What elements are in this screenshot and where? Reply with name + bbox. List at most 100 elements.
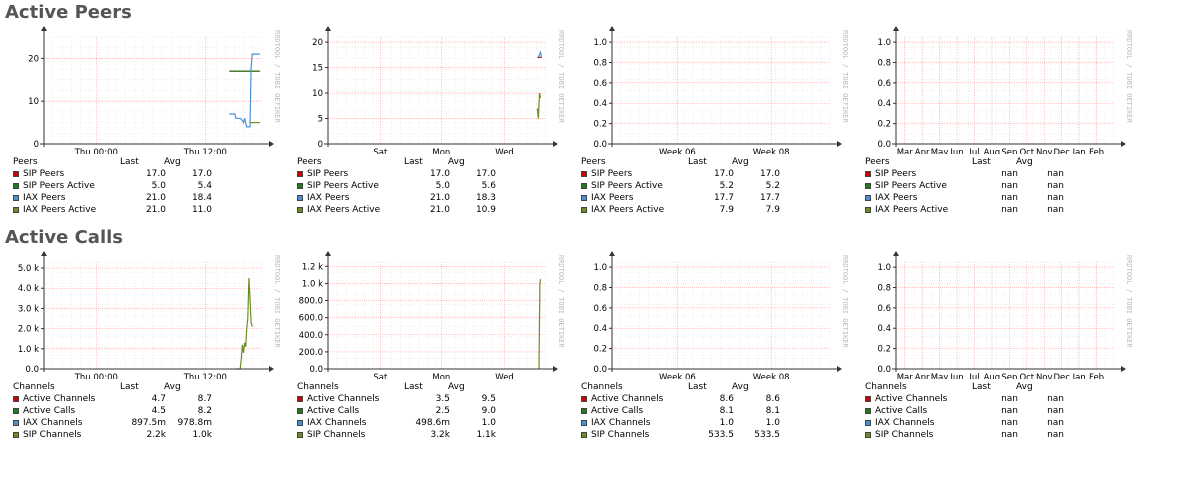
- legend-swatch: [865, 207, 871, 213]
- x-tick-label: Wed: [495, 148, 514, 154]
- x-axis-arrow: [553, 366, 558, 372]
- legend-last-value: 4.5: [151, 406, 166, 416]
- legend-swatch: [581, 420, 587, 426]
- legend-last-value: 17.7: [713, 193, 734, 203]
- legend-avg-value: 7.9: [765, 205, 780, 215]
- x-tick-label: Sep: [1001, 373, 1017, 379]
- legend-swatch: [865, 396, 871, 402]
- legend-last-value: 498.6m: [415, 418, 450, 428]
- x-tick-label: Mon: [432, 373, 450, 379]
- legend-series-name: IAX Channels: [591, 418, 651, 428]
- legend-swatch: [13, 183, 19, 189]
- legend-last-value: 897.5m: [131, 418, 166, 428]
- legend-series-name: SIP Peers Active: [23, 181, 95, 191]
- legend-item: Active Channels 8.6 8.6: [580, 393, 840, 405]
- y-tick-label: 0.8: [593, 283, 607, 293]
- legend-header-name: Peers: [865, 157, 890, 167]
- legend-series-name: SIP Peers Active: [307, 181, 379, 191]
- legend-item: IAX Channels 1.0 1.0: [580, 417, 840, 429]
- y-tick-label: 0.4: [593, 324, 607, 334]
- legend-series-name: SIP Peers Active: [875, 181, 947, 191]
- y-tick-label: 0.0: [877, 140, 891, 150]
- y-axis-arrow: [609, 26, 615, 31]
- legend-last-value: 8.6: [719, 394, 734, 404]
- x-tick-label: Dec: [1053, 373, 1070, 379]
- legend-header-avg: Avg: [164, 382, 181, 392]
- graph-panel: 0.0 0.2 0.4 0.6 0.8 1.0 Week 06 Week 08 RRDTOOL …: [568, 24, 852, 244]
- legend-item: Active Channels 4.7 8.7: [12, 393, 272, 405]
- x-tick-label: Jul: [968, 373, 979, 379]
- legend-swatch: [581, 207, 587, 213]
- rrd-graph: 0.0 200.0 400.0 600.0 800.0 1.0 k 1.2 k Sat Mon W…: [299, 251, 565, 379]
- legend-series-name: Active Channels: [307, 394, 380, 404]
- legend-swatch: [581, 171, 587, 177]
- legend-header-avg: Avg: [1016, 382, 1033, 392]
- legend-last-value: 4.7: [151, 394, 166, 404]
- legend-series-name: IAX Channels: [307, 418, 367, 428]
- x-tick-label: Jan: [1072, 373, 1086, 379]
- legend-avg-value: 5.2: [765, 181, 780, 191]
- x-tick-label: Feb: [1089, 148, 1104, 154]
- legend-item: SIP Channels 3.2k 1.1k: [296, 429, 556, 441]
- legend-series-name: Active Channels: [23, 394, 96, 404]
- legend-swatch: [865, 432, 871, 438]
- x-tick-label: Dec: [1053, 148, 1070, 154]
- y-tick-label: 1.0 k: [302, 279, 323, 289]
- legend-swatch: [865, 183, 871, 189]
- legend-avg-value: 8.6: [765, 394, 780, 404]
- legend-header-name: Peers: [13, 157, 38, 167]
- legend-avg-value: 8.1: [765, 406, 780, 416]
- legend-avg-value: nan: [1047, 193, 1064, 203]
- legend-swatch: [297, 183, 303, 189]
- legend-header: Peers Last Avg: [580, 156, 840, 168]
- legend-series-name: IAX Peers Active: [875, 205, 949, 215]
- x-tick-label: Mon: [432, 148, 450, 154]
- legend-avg-value: 17.0: [191, 169, 212, 179]
- legend-swatch: [297, 171, 303, 177]
- rrdtool-watermark: RRDTOOL / TOBI OETIKER: [273, 255, 281, 349]
- y-tick-label: 0.2: [593, 345, 607, 355]
- legend-last-value: 5.2: [719, 181, 734, 191]
- graph-legend: Channels Last Avg Active Channels 4.7 8.7 Acti…: [12, 381, 272, 441]
- y-tick-label: 0.2: [593, 120, 607, 130]
- y-tick-label: 0.2: [877, 345, 891, 355]
- legend-swatch: [13, 408, 19, 414]
- legend-last-value: 21.0: [145, 205, 166, 215]
- legend-swatch: [297, 207, 303, 213]
- rrd-graph: 0.0 0.2 0.4 0.6 0.8 1.0 Mar Apr May Jun Jul Aug Sep O…: [877, 251, 1133, 379]
- legend-swatch: [297, 396, 303, 402]
- legend-header-avg: Avg: [1016, 157, 1033, 167]
- x-tick-label: Mar: [897, 373, 914, 379]
- legend-header: Channels Last Avg: [580, 381, 840, 393]
- legend-item: IAX Peers Active 21.0 10.9: [296, 204, 556, 216]
- legend-series-name: Active Channels: [875, 394, 948, 404]
- x-tick-label: Week 08: [753, 373, 790, 379]
- legend-series-name: Active Calls: [591, 406, 644, 416]
- rrdtool-watermark: RRDTOOL / TOBI OETIKER: [557, 30, 565, 124]
- y-tick-label: 400.0: [299, 331, 323, 341]
- legend-series-name: SIP Peers: [875, 169, 917, 179]
- y-axis-arrow: [893, 26, 899, 31]
- rrd-graph: 0.0 0.2 0.4 0.6 0.8 1.0 Week 06 Week 08 RRDTOOL …: [593, 251, 849, 379]
- graph-panel: 0.0 0.2 0.4 0.6 0.8 1.0 Mar Apr May Jun Jul Aug Sep O…: [852, 249, 1136, 469]
- legend-avg-value: 533.5: [754, 430, 780, 440]
- y-tick-label: 1.0 k: [18, 345, 39, 355]
- legend-item: IAX Peers Active 21.0 11.0: [12, 204, 272, 216]
- x-tick-label: Jan: [1072, 148, 1086, 154]
- graph-panel: 0.0 1.0 k 2.0 k 3.0 k 4.0 k 5.0 k Thu 00:00 Thu…: [0, 249, 284, 469]
- legend-swatch: [13, 195, 19, 201]
- x-tick-label: Wed: [495, 373, 514, 379]
- legend-series-name: IAX Peers Active: [23, 205, 97, 215]
- legend-item: SIP Peers Active 5.0 5.4: [12, 180, 272, 192]
- legend-header-last: Last: [688, 382, 707, 392]
- y-tick-label: 0.8: [593, 58, 607, 68]
- legend-avg-value: 8.2: [197, 406, 212, 416]
- legend-header-name: Channels: [865, 382, 907, 392]
- legend-series-name: Active Calls: [307, 406, 360, 416]
- x-tick-label: Oct: [1019, 373, 1034, 379]
- legend-swatch: [13, 420, 19, 426]
- legend-last-value: 2.2k: [146, 430, 166, 440]
- x-tick-label: Nov: [1036, 148, 1053, 154]
- legend-avg-value: 5.4: [197, 181, 212, 191]
- legend-header-last: Last: [120, 382, 139, 392]
